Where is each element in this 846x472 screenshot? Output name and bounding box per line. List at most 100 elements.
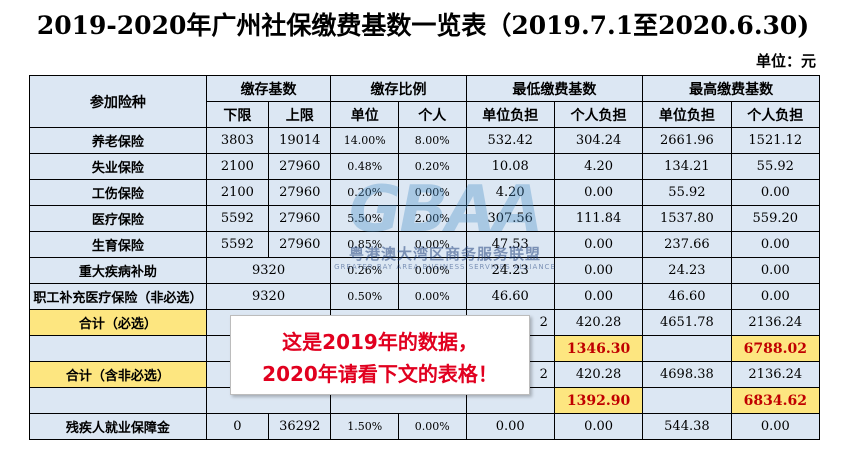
cell-max-per: 1521.12 xyxy=(730,127,821,154)
cell-min-emp: 47.53 xyxy=(465,231,555,258)
cell-min-per: 0.00 xyxy=(553,257,644,284)
cell-max-per: 0.00 xyxy=(730,283,821,310)
cell-per-rate: 0.00% xyxy=(397,257,467,284)
header-upper: 上限 xyxy=(268,101,332,128)
header-ratio: 缴存比例 xyxy=(330,75,467,102)
cell-upper: 27960 xyxy=(268,153,332,180)
cell-per-rate: 0.00% xyxy=(397,179,467,206)
cell-max-per: 55.92 xyxy=(730,153,821,180)
row-name: 合计（必选） xyxy=(29,309,207,336)
header-min-personal: 个人负担 xyxy=(553,101,644,128)
header-min-pay: 最低缴费基数 xyxy=(465,75,644,102)
cell-min-per: 0.00 xyxy=(553,231,644,258)
notice-box: 这是2019年的数据， 2020年请看下文的表格！ xyxy=(230,315,530,395)
cell-max-sum: 6834.62 xyxy=(730,387,821,414)
cell-min-per: 0.00 xyxy=(553,179,644,206)
cell-min-emp: 532.42 xyxy=(465,127,555,154)
cell-lower: 3803 xyxy=(205,127,270,154)
cell-min-per: 304.24 xyxy=(553,127,644,154)
row-name: 重大疾病补助 xyxy=(29,257,207,284)
cell-per-rate: 8.00% xyxy=(397,127,467,154)
cell-emp-rate: 1.50% xyxy=(330,413,399,440)
header-row-2: 下限 上限 单位 个人 单位负担 个人负担 单位负担 个人负担 xyxy=(30,101,821,128)
header-base: 缴存基数 xyxy=(205,75,332,102)
table-row-supplement-medical: 职工补充医疗保险（非必选） 9320 0.50% 0.00% 46.60 0.0… xyxy=(29,283,821,310)
cell-min-emp: 46.60 xyxy=(465,283,555,310)
cell-empty xyxy=(29,335,207,362)
header-max-employer: 单位负担 xyxy=(642,101,732,128)
notice-line-2: 2020年请看下文的表格！ xyxy=(262,362,498,386)
table-row-injury: 工伤保险 2100 27960 0.20% 0.00% 4.20 0.00 55… xyxy=(29,179,821,206)
cell-base: 9320 xyxy=(205,283,332,310)
cell-max-emp: 237.66 xyxy=(642,231,732,258)
header-row-1: 参加险种 缴存基数 缴存比例 最低缴费基数 最高缴费基数 xyxy=(29,75,820,128)
cell-emp-rate: 0.85% xyxy=(330,231,399,258)
cell-lower: 2100 xyxy=(205,179,270,206)
row-name: 医疗保险 xyxy=(29,205,207,232)
cell-min-emp: 24.23 xyxy=(465,257,555,284)
cell-max-per: 0.00 xyxy=(730,257,821,284)
row-name: 生育保险 xyxy=(29,231,207,258)
cell-max-per: 2136.24 xyxy=(730,309,821,336)
header-lower: 下限 xyxy=(205,101,270,128)
cell-max-sum: 6788.02 xyxy=(730,335,821,362)
cell-per-rate: 0.00% xyxy=(397,283,467,310)
cell-max-emp: 46.60 xyxy=(642,283,732,310)
cell-min-per: 4.20 xyxy=(553,153,644,180)
cell-max-per: 2136.24 xyxy=(730,361,821,388)
cell-emp-rate: 5.50% xyxy=(330,205,399,232)
notice-line-1: 这是2019年的数据， xyxy=(282,330,478,354)
cell-min-emp: 0.00 xyxy=(465,413,555,440)
cell-per-rate: 2.00% xyxy=(397,205,467,232)
cell-emp-rate: 0.48% xyxy=(330,153,399,180)
cell-max-per: 0.00 xyxy=(730,413,821,440)
cell-min-per: 420.28 xyxy=(553,309,644,336)
table-row-pension: 养老保险 3803 19014 14.00% 8.00% 532.42 304.… xyxy=(29,127,821,154)
cell-empty xyxy=(642,387,732,414)
row-name: 失业保险 xyxy=(29,153,207,180)
cell-lower: 0 xyxy=(205,413,270,440)
row-name: 残疾人就业保障金 xyxy=(29,413,207,440)
header-max-personal: 个人负担 xyxy=(730,101,821,128)
cell-emp-rate: 0.50% xyxy=(330,283,399,310)
cell-max-emp: 544.38 xyxy=(642,413,732,440)
cell-min-per: 111.84 xyxy=(553,205,644,232)
cell-min-emp: 4.20 xyxy=(465,179,555,206)
cell-emp-rate: 0.20% xyxy=(330,179,399,206)
row-name: 合计（含非必选） xyxy=(29,361,207,388)
cell-max-per: 0.00 xyxy=(730,231,821,258)
unit-label: 单位：元 xyxy=(755,52,816,70)
cell-min-sum: 1392.90 xyxy=(553,387,644,414)
row-name: 养老保险 xyxy=(29,127,207,154)
cell-per-rate: 0.00% xyxy=(397,231,467,258)
cell-per-rate: 0.20% xyxy=(397,153,467,180)
cell-upper: 27960 xyxy=(268,205,332,232)
cell-upper: 27960 xyxy=(268,231,332,258)
header-personal: 个人 xyxy=(397,101,467,128)
cell-max-emp: 1537.80 xyxy=(642,205,732,232)
cell-max-emp: 2661.96 xyxy=(642,127,732,154)
cell-lower: 5592 xyxy=(205,231,270,258)
row-name: 职工补充医疗保险（非必选） xyxy=(29,283,207,310)
row-name: 工伤保险 xyxy=(29,179,207,206)
cell-lower: 5592 xyxy=(205,205,270,232)
cell-upper: 36292 xyxy=(268,413,332,440)
cell-per-rate: 0.00% xyxy=(397,413,467,440)
table-row-medical: 医疗保险 5592 27960 5.50% 2.00% 307.56 111.8… xyxy=(29,205,821,232)
cell-max-emp: 4651.78 xyxy=(642,309,732,336)
cell-emp-rate: 14.00% xyxy=(330,127,399,154)
cell-empty xyxy=(29,387,207,414)
cell-lower: 2100 xyxy=(205,153,270,180)
cell-empty xyxy=(642,335,732,362)
cell-min-per: 420.28 xyxy=(553,361,644,388)
table-row-serious-illness: 重大疾病补助 9320 0.26% 0.00% 24.23 0.00 24.23… xyxy=(29,257,821,284)
cell-min-per: 0.00 xyxy=(553,413,644,440)
page-title: 2019-2020年广州社保缴费基数一览表（2019.7.1至2020.6.30… xyxy=(36,11,810,40)
social-insurance-table: 参加险种 缴存基数 缴存比例 最低缴费基数 最高缴费基数 下限 上限 单位 个人… xyxy=(29,75,821,440)
cell-max-emp: 134.21 xyxy=(642,153,732,180)
cell-max-emp: 55.92 xyxy=(642,179,732,206)
cell-emp-rate: 0.26% xyxy=(330,257,399,284)
table-row-maternity: 生育保险 5592 27960 0.85% 0.00% 47.53 0.00 2… xyxy=(29,231,821,258)
cell-max-per: 0.00 xyxy=(730,179,821,206)
cell-max-per: 559.20 xyxy=(730,205,821,232)
